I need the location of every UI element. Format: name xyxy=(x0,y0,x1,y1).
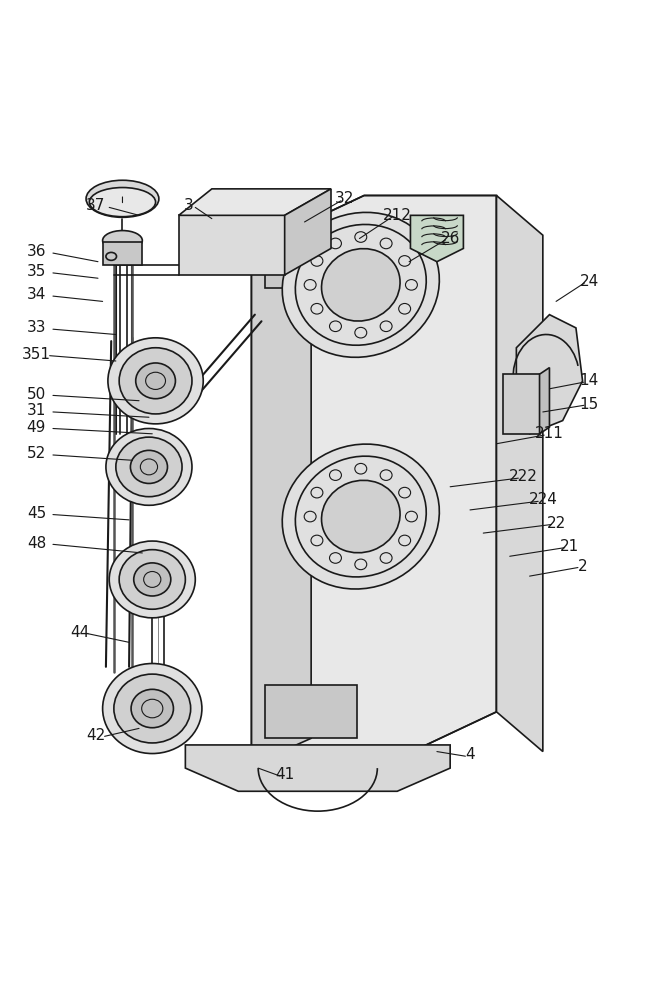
Bar xyxy=(503,374,540,434)
Text: 49: 49 xyxy=(26,420,46,435)
Ellipse shape xyxy=(86,180,159,217)
Polygon shape xyxy=(496,195,543,752)
Ellipse shape xyxy=(119,550,185,609)
Ellipse shape xyxy=(322,480,400,553)
Polygon shape xyxy=(540,368,549,434)
Bar xyxy=(103,242,142,265)
Text: 22: 22 xyxy=(546,516,566,531)
Text: 41: 41 xyxy=(275,767,295,782)
Text: 52: 52 xyxy=(26,446,46,461)
Polygon shape xyxy=(285,189,331,275)
Text: 35: 35 xyxy=(26,264,46,279)
Ellipse shape xyxy=(108,338,203,424)
Ellipse shape xyxy=(136,363,175,399)
Text: 15: 15 xyxy=(579,397,599,412)
Polygon shape xyxy=(252,222,311,765)
Ellipse shape xyxy=(103,231,142,250)
Ellipse shape xyxy=(131,689,173,728)
Polygon shape xyxy=(410,215,463,262)
Text: 2: 2 xyxy=(578,559,587,574)
Text: 31: 31 xyxy=(26,403,46,418)
Text: 21: 21 xyxy=(559,539,579,554)
Text: 224: 224 xyxy=(528,492,557,508)
Ellipse shape xyxy=(116,437,182,497)
Ellipse shape xyxy=(109,541,195,618)
Text: 14: 14 xyxy=(579,373,599,388)
Text: 48: 48 xyxy=(26,536,46,551)
Text: 3: 3 xyxy=(184,198,193,213)
Polygon shape xyxy=(252,195,496,765)
Text: 37: 37 xyxy=(86,198,106,213)
Text: 26: 26 xyxy=(440,231,460,246)
Ellipse shape xyxy=(89,188,156,217)
Bar xyxy=(265,685,357,738)
Ellipse shape xyxy=(134,563,171,596)
Text: 211: 211 xyxy=(535,426,564,441)
Ellipse shape xyxy=(103,664,202,754)
Text: 212: 212 xyxy=(383,208,412,223)
Polygon shape xyxy=(516,315,583,434)
Text: 45: 45 xyxy=(26,506,46,521)
Text: 4: 4 xyxy=(465,747,475,762)
Text: 34: 34 xyxy=(26,287,46,302)
Ellipse shape xyxy=(282,212,440,357)
Text: 32: 32 xyxy=(334,191,354,206)
Text: 222: 222 xyxy=(508,469,538,484)
Text: 50: 50 xyxy=(26,387,46,402)
Text: 36: 36 xyxy=(26,244,46,259)
Polygon shape xyxy=(179,189,331,215)
Ellipse shape xyxy=(114,674,191,743)
Ellipse shape xyxy=(106,429,192,505)
Polygon shape xyxy=(185,745,450,791)
Bar xyxy=(265,235,357,288)
Text: 44: 44 xyxy=(70,625,89,640)
Text: 42: 42 xyxy=(86,728,106,743)
Text: 351: 351 xyxy=(22,347,51,362)
Ellipse shape xyxy=(119,348,192,414)
Ellipse shape xyxy=(282,444,440,589)
Ellipse shape xyxy=(322,249,400,321)
Polygon shape xyxy=(179,215,285,275)
Ellipse shape xyxy=(130,450,167,483)
Text: 33: 33 xyxy=(26,320,46,335)
Text: 24: 24 xyxy=(579,274,599,289)
